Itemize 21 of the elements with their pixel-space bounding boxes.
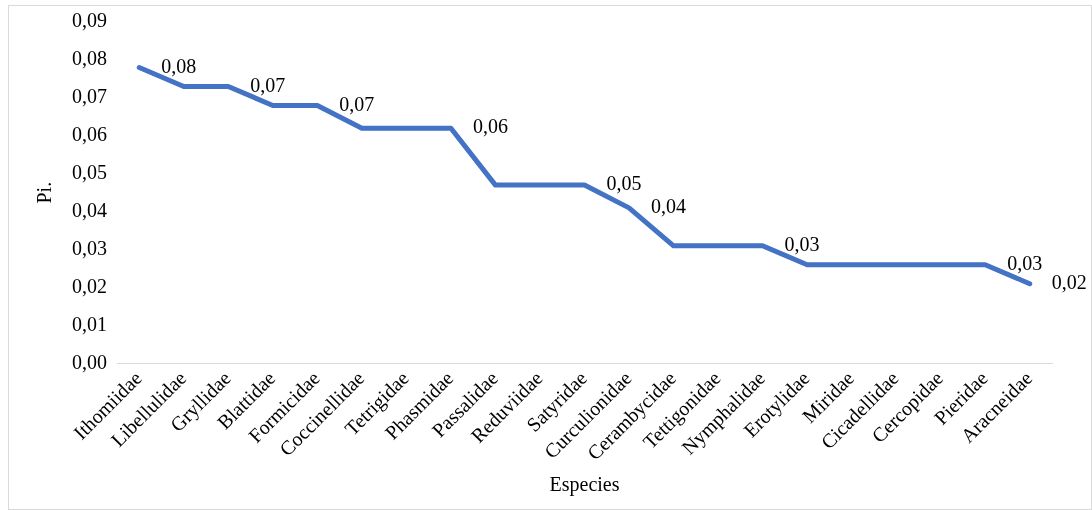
- y-tick-label: 0,07: [72, 85, 107, 108]
- data-label: 0,05: [606, 172, 642, 195]
- y-tick-label: 0,06: [72, 123, 107, 146]
- y-tick-label: 0,05: [72, 160, 107, 183]
- y-tick-label: 0,08: [72, 47, 107, 70]
- data-label: 0,02: [1051, 270, 1087, 293]
- x-axis-title: Especies: [549, 473, 620, 497]
- y-tick-label: 0,00: [72, 350, 107, 373]
- data-label: 0,04: [651, 195, 687, 218]
- y-axis-title: Pi.: [33, 181, 56, 204]
- data-label: 0,03: [784, 233, 820, 256]
- data-label: 0,07: [250, 73, 286, 96]
- y-tick-label: 0,04: [72, 198, 107, 221]
- data-label: 0,06: [472, 115, 508, 138]
- y-tick-label: 0,03: [72, 236, 107, 259]
- data-label: 0,03: [1007, 251, 1043, 274]
- data-label: 0,08: [161, 54, 197, 77]
- y-tick-label: 0,01: [72, 312, 107, 335]
- y-tick-label: 0,02: [72, 274, 107, 297]
- y-tick-label: 0,09: [72, 9, 107, 32]
- data-label: 0,07: [339, 92, 375, 115]
